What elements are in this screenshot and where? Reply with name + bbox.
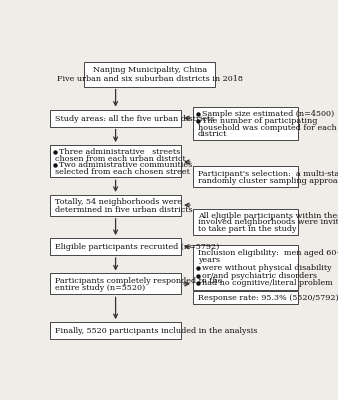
FancyBboxPatch shape (50, 274, 181, 294)
Text: Inclusion eligibility:  men aged 60+: Inclusion eligibility: men aged 60+ (198, 249, 338, 257)
Text: The number of participating: The number of participating (202, 117, 317, 125)
Text: Finally, 5520 participants included in the analysis: Finally, 5520 participants included in t… (55, 327, 257, 335)
Text: chosen from each urban district: chosen from each urban district (55, 154, 186, 162)
Text: Totally, 54 neighborhoods were: Totally, 54 neighborhoods were (55, 198, 182, 206)
Text: to take part in the study: to take part in the study (198, 225, 296, 233)
Text: district: district (198, 130, 227, 138)
Text: Five urban and six suburban districts in 2018: Five urban and six suburban districts in… (57, 76, 243, 84)
Text: selected from each chosen street: selected from each chosen street (55, 168, 190, 176)
FancyBboxPatch shape (193, 245, 298, 290)
Text: randomly cluster sampling approach: randomly cluster sampling approach (198, 177, 338, 185)
FancyBboxPatch shape (84, 62, 215, 86)
Text: Nanjing Municipality, China: Nanjing Municipality, China (93, 66, 207, 74)
FancyBboxPatch shape (193, 209, 298, 235)
FancyBboxPatch shape (193, 291, 298, 304)
Text: Sample size estimated (n=4500): Sample size estimated (n=4500) (202, 110, 334, 118)
Text: household was computed for each: household was computed for each (198, 124, 336, 132)
Text: were without physical disability: were without physical disability (202, 264, 332, 272)
Text: years: years (198, 256, 220, 264)
Text: Three administrative   streets: Three administrative streets (59, 148, 180, 156)
FancyBboxPatch shape (50, 195, 181, 216)
Text: All eligible participants within these: All eligible participants within these (198, 212, 338, 220)
Text: or/and psychiatric disorders: or/and psychiatric disorders (202, 272, 317, 280)
FancyBboxPatch shape (50, 238, 181, 255)
FancyBboxPatch shape (50, 110, 181, 126)
Text: Response rate: 95.3% (5520/5792): Response rate: 95.3% (5520/5792) (198, 294, 338, 302)
FancyBboxPatch shape (50, 145, 181, 177)
Text: Eligible participants recruited (n=5792): Eligible participants recruited (n=5792) (55, 243, 219, 251)
Text: Participant's selection:  a multi-stage: Participant's selection: a multi-stage (198, 170, 338, 178)
Text: entire study (n=5520): entire study (n=5520) (55, 284, 145, 292)
Text: Participants completely responded to the: Participants completely responded to the (55, 277, 222, 285)
FancyBboxPatch shape (193, 106, 298, 140)
Text: Two administrative communities: Two administrative communities (59, 161, 193, 169)
Text: had no cognitive/literal problem: had no cognitive/literal problem (202, 280, 333, 288)
Text: involved neighborhoods were invited: involved neighborhoods were invited (198, 218, 338, 226)
FancyBboxPatch shape (193, 166, 298, 187)
Text: Study areas: all the five urban districts: Study areas: all the five urban district… (55, 115, 214, 123)
Text: determined in five urban districts: determined in five urban districts (55, 206, 192, 214)
FancyBboxPatch shape (50, 322, 181, 339)
